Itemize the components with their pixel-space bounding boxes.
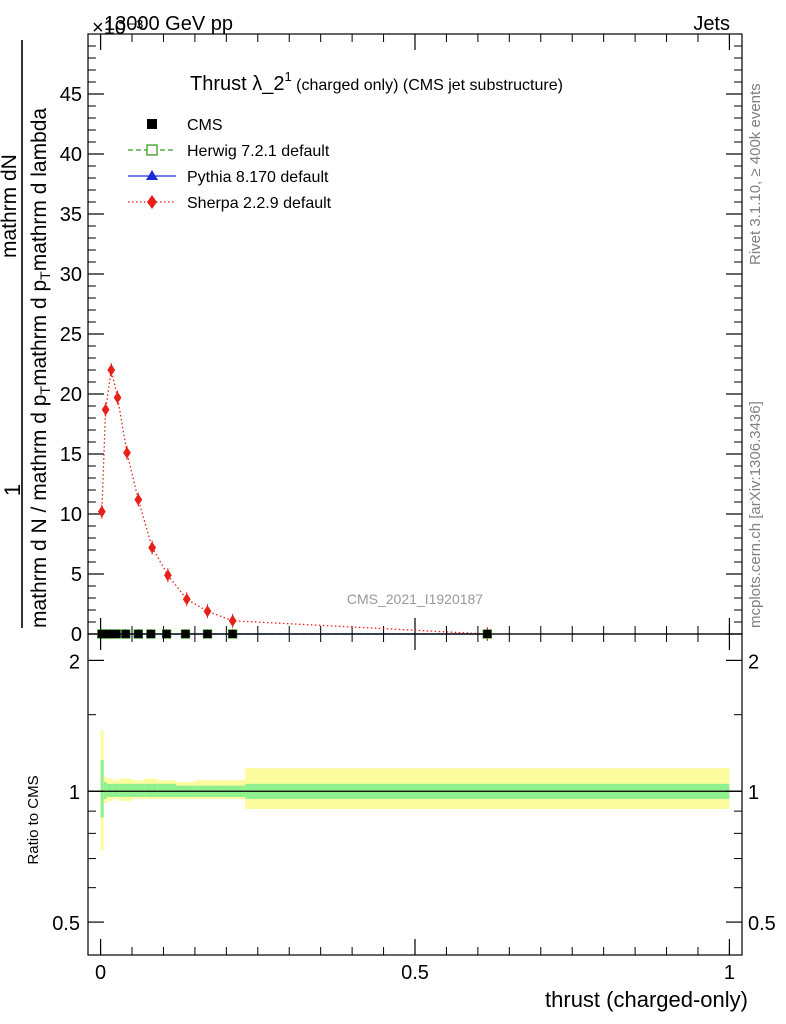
ratio-band-inner <box>144 783 158 797</box>
y-tick-label: 40 <box>60 144 82 166</box>
sherpa-point <box>228 614 237 627</box>
analysis-watermark: CMS_2021_I1920187 <box>347 591 483 607</box>
sherpa-point <box>148 541 157 554</box>
y-tick-label: 0 <box>71 624 82 646</box>
ratio-y-tick-label-right: 1 <box>748 782 759 804</box>
y-tick-label: 5 <box>71 564 82 586</box>
legend: CMS Herwig 7.2.1 default Pythia 8.170 defa… <box>128 117 332 212</box>
y-tick-label: 20 <box>60 384 82 406</box>
y-tick-label: 25 <box>60 324 82 346</box>
y-label-denominator: mathrm d N / mathrm d pTmathrm d pTmathr… <box>28 108 53 628</box>
legend-marker-sherpa <box>147 195 157 209</box>
sherpa-point <box>101 403 110 416</box>
mcplots-label: mcplots.cern.ch [arXiv:1306.3436] <box>747 401 764 628</box>
legend-marker-herwig <box>146 144 158 156</box>
title-suffix: (charged only) (CMS jet substructure) <box>292 77 563 94</box>
x-tick-label: 0 <box>95 962 106 984</box>
sherpa-point <box>123 446 131 459</box>
ratio-uncertainty-bands <box>100 730 730 851</box>
ratio-y-tick-label-right: 2 <box>748 651 759 673</box>
sherpa-point <box>97 505 106 518</box>
ratio-band-inner <box>157 783 177 797</box>
y-tick-label: 10 <box>60 504 82 526</box>
sherpa-point <box>182 593 191 606</box>
y-tick-label: 15 <box>60 444 82 466</box>
ratio-panel-frame: 0.5 0.5 1 1 2 2 0 0.5 1 <box>52 633 776 984</box>
legend-marker-cms <box>147 119 157 129</box>
x-tick-label: 1 <box>724 962 735 984</box>
plot-title: Thrust λ_21 (charged only) (CMS jet subs… <box>190 69 563 95</box>
header-energy-label: 13000 GeV pp <box>104 13 233 35</box>
sherpa-point <box>113 391 122 404</box>
main-y-axis-label: 1 mathrm d N / mathrm d pTmathrm d pTmat… <box>0 40 53 628</box>
ratio-band-inner <box>100 759 104 818</box>
sherpa-point <box>163 569 172 582</box>
y-tick-label: 35 <box>60 204 82 226</box>
ratio-band-inner <box>103 782 107 799</box>
title-main: Thrust λ_2 <box>190 73 284 95</box>
ratio-y-tick-label-right: 0.5 <box>748 913 776 935</box>
y-tick-label: 45 <box>60 84 82 106</box>
y-exponent-label: ×10⁻³ <box>92 17 143 39</box>
y-label-fraction-top: mathrm dN <box>0 154 21 258</box>
sherpa-point <box>203 605 212 618</box>
legend-marker-pythia <box>146 170 158 180</box>
y-tick-label: 30 <box>60 264 82 286</box>
ratio-band-inner <box>119 783 133 797</box>
legend-label: CMS <box>187 117 223 134</box>
main-panel-frame: 0 5 10 15 20 25 30 35 40 45 <box>60 33 743 646</box>
sherpa-point <box>107 364 116 376</box>
legend-label: Herwig 7.2.1 default <box>187 143 330 160</box>
legend-label: Sherpa 2.2.9 default <box>187 195 332 212</box>
title-superscript: 1 <box>284 69 291 84</box>
ratio-band-inner <box>106 783 114 797</box>
x-tick-label: 0.5 <box>401 962 429 984</box>
ratio-band-inner <box>132 783 145 797</box>
y-label-numerator: 1 <box>0 484 25 496</box>
ratio-y-axis-label: Ratio to CMS <box>25 775 42 864</box>
x-axis-label: thrust (charged-only) <box>545 987 748 1012</box>
ratio-y-tick-label: 2 <box>69 651 80 673</box>
ratio-y-tick-label: 1 <box>69 782 80 804</box>
legend-label: Pythia 8.170 default <box>187 169 329 186</box>
rivet-version-label: Rivet 3.1.10, ≥ 400k events <box>747 83 764 265</box>
ratio-y-tick-label: 0.5 <box>52 913 80 935</box>
sherpa-point <box>134 493 143 506</box>
header-process-label: Jets <box>693 13 730 35</box>
ratio-band-inner <box>113 783 120 797</box>
